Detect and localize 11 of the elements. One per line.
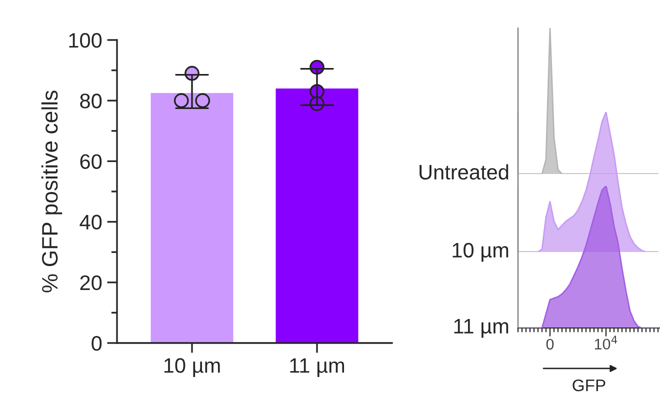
y-axis-title: 10 µm <box>452 242 508 262</box>
x-axis-title: GFP <box>572 379 606 392</box>
y-tick-label: 20 <box>80 275 102 290</box>
y-tick-label: 100 <box>69 33 102 48</box>
y-tick-label: 40 <box>80 214 102 230</box>
y-axis-title: % GFP positive cells <box>41 90 62 292</box>
x-tick-label: 10$^{4}$ <box>594 336 618 350</box>
y-tick-label: 60 <box>80 154 102 169</box>
y-axis-title: Untreated <box>420 164 508 180</box>
y-tick-label: 80 <box>80 94 102 108</box>
y-axis-title: 11 µm <box>454 319 508 338</box>
